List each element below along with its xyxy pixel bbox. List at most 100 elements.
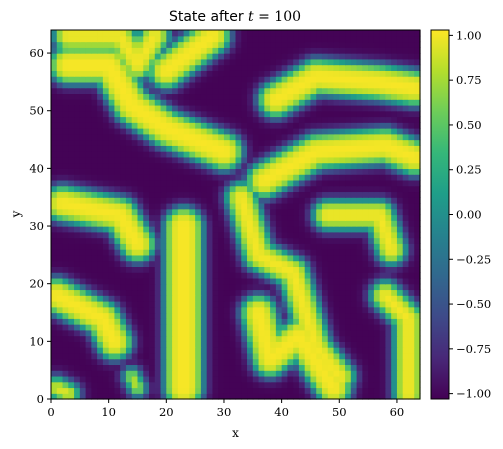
heatmap-cell [102, 231, 110, 239]
heatmap-cell [137, 202, 144, 210]
heatmap-cell [229, 306, 237, 314]
heatmap-cell [385, 41, 392, 48]
heatmap-cell [339, 145, 346, 152]
heatmap-cell [379, 312, 387, 319]
heatmap-cell [385, 306, 392, 314]
heatmap-cell [408, 145, 415, 152]
heatmap-cell [200, 99, 208, 106]
heatmap-cell [321, 289, 329, 296]
heatmap-cell [212, 202, 219, 210]
heatmap-cell [154, 306, 162, 314]
heatmap-cell [298, 76, 306, 83]
heatmap-cell [160, 393, 167, 400]
heatmap-cell [316, 128, 323, 135]
heatmap-cell [373, 289, 381, 296]
heatmap-cell [396, 370, 404, 377]
heatmap-cell [102, 277, 110, 285]
heatmap-cell [125, 312, 133, 319]
heatmap-cell [316, 133, 323, 141]
heatmap-cell [339, 151, 346, 158]
heatmap-cell [68, 295, 75, 302]
heatmap-cell [177, 30, 185, 37]
heatmap-cell [79, 254, 87, 262]
heatmap-cell [137, 295, 144, 302]
heatmap-cell [62, 300, 69, 308]
heatmap-cell [402, 393, 410, 400]
heatmap-cell [102, 64, 110, 71]
heatmap-cell [391, 347, 398, 354]
heatmap-cell [345, 128, 352, 135]
heatmap-cell [85, 208, 92, 216]
heatmap-cell [62, 266, 69, 273]
heatmap-cell [125, 104, 133, 112]
heatmap-cell [131, 41, 139, 48]
heatmap-cell [177, 145, 185, 152]
heatmap-cell [356, 58, 363, 66]
heatmap-cell [368, 139, 375, 146]
heatmap-cell [385, 387, 392, 394]
heatmap-cell [264, 41, 271, 48]
heatmap-cell [160, 364, 167, 371]
heatmap-cell [379, 139, 387, 146]
heatmap-cell [287, 151, 294, 158]
heatmap-cell [131, 99, 139, 106]
heatmap-cell [160, 110, 167, 118]
heatmap-cell [275, 300, 283, 308]
heatmap-cell [68, 249, 75, 256]
heatmap-cell [414, 76, 421, 83]
heatmap-cell [270, 226, 277, 233]
heatmap-cell [368, 70, 375, 77]
heatmap-cell [131, 156, 139, 164]
heatmap-cell [114, 266, 121, 273]
heatmap-cell [229, 347, 237, 354]
heatmap-cell [195, 295, 202, 302]
heatmap-cell [85, 197, 92, 204]
heatmap-cell [51, 243, 58, 250]
heatmap-cell [402, 341, 410, 348]
heatmap-cell [339, 295, 346, 302]
heatmap-cell [218, 99, 225, 106]
heatmap-cell [316, 168, 323, 175]
heatmap-cell [212, 162, 219, 169]
heatmap-cell [120, 393, 127, 400]
heatmap-cell [345, 347, 352, 354]
heatmap-cell [177, 358, 185, 366]
heatmap-cell [327, 110, 335, 118]
heatmap-cell [373, 381, 381, 389]
heatmap-cell [143, 76, 150, 83]
heatmap-cell [396, 358, 404, 366]
heatmap-cell [235, 185, 242, 193]
heatmap-cell [362, 104, 369, 112]
heatmap-cell [304, 47, 312, 54]
heatmap-cell [298, 128, 306, 135]
heatmap-cell [206, 93, 214, 100]
heatmap-cell [74, 277, 81, 285]
heatmap-cell [223, 179, 231, 187]
heatmap-cell [321, 191, 329, 198]
heatmap-cell [125, 93, 133, 100]
heatmap-cell [350, 99, 358, 106]
heatmap-cell [391, 375, 398, 383]
heatmap-cell [74, 122, 81, 129]
heatmap-cell [189, 329, 196, 337]
heatmap-cell [368, 370, 375, 377]
heatmap-cell [408, 335, 415, 342]
heatmap-cell [154, 116, 162, 123]
heatmap-cell [160, 53, 167, 60]
heatmap-cell [212, 156, 219, 164]
heatmap-cell [91, 128, 98, 135]
heatmap-cell [172, 99, 179, 106]
heatmap-cell [62, 214, 69, 221]
heatmap-cell [258, 341, 265, 348]
heatmap-cell [91, 260, 98, 267]
heatmap-cell [304, 329, 312, 337]
heatmap-cell [212, 151, 219, 158]
heatmap-cell [345, 30, 352, 37]
heatmap-cell [68, 156, 75, 164]
heatmap-cell [327, 41, 335, 48]
heatmap-cell [247, 128, 254, 135]
heatmap-cell [183, 266, 190, 273]
heatmap-cell [91, 116, 98, 123]
heatmap-cell [160, 237, 167, 244]
heatmap-cell [91, 393, 98, 400]
